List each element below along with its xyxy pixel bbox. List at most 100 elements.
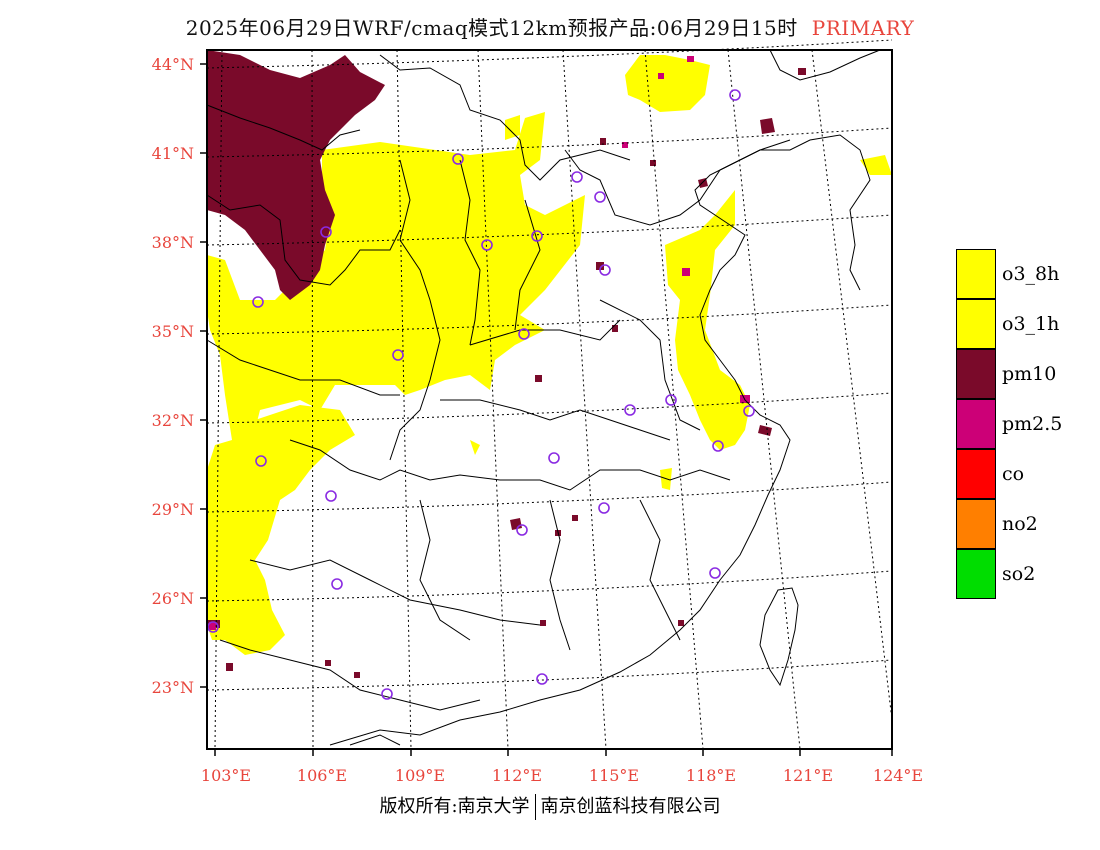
legend-label: pm10: [1002, 363, 1057, 385]
boundary-line: [639, 499, 681, 641]
meridian-line: [644, 49, 704, 750]
station-markers: [207, 89, 755, 700]
legend-swatch: [956, 549, 996, 599]
boundary-line: [206, 339, 400, 396]
station-marker: [325, 490, 337, 502]
legend-swatch: [956, 399, 996, 449]
graticule: [206, 39, 893, 750]
legend-swatch: [956, 449, 996, 499]
lat-label: 41°N: [152, 144, 194, 163]
lat-label: 44°N: [152, 55, 194, 74]
station-marker: [252, 296, 264, 308]
station-marker: [255, 455, 267, 467]
copyright-footer: 版权所有:南京大学 南京创蓝科技有限公司: [0, 792, 1100, 820]
boundary-line: [379, 54, 631, 181]
legend-label: no2: [1002, 513, 1038, 535]
parallel-line: [206, 659, 893, 691]
footer-separator: [534, 794, 536, 820]
o3-region-layer: [207, 55, 892, 655]
legend-item-so2: so2: [956, 549, 1096, 599]
station-marker: [598, 502, 610, 514]
map-title: 2025年06月29日WRF/cmaq模式12km预报产品:06月29日15时 P…: [0, 12, 1100, 41]
lat-labels: 44°N 41°N 38°N 35°N 32°N 29°N 26°N 23°N: [152, 55, 194, 697]
station-marker: [531, 230, 543, 242]
meridian-line: [727, 49, 801, 750]
parallel-line: [206, 570, 893, 602]
o3-region-jiangsu: [665, 190, 750, 450]
legend-item-o3-8h: o3_8h: [956, 249, 1096, 299]
station-marker: [729, 89, 741, 101]
station-marker: [548, 452, 560, 464]
meridian-line: [396, 49, 412, 750]
pm10-region-layer: [207, 50, 806, 678]
lon-label: 112°E: [492, 766, 542, 785]
station-marker: [381, 688, 393, 700]
lat-label: 35°N: [152, 322, 194, 341]
lon-label: 121°E: [783, 766, 833, 785]
meridian-line: [214, 49, 223, 750]
copyright-left: 版权所有:南京大学: [379, 796, 530, 817]
station-marker: [518, 328, 530, 340]
parallel-line: [206, 304, 893, 335]
o3-region-north-central: [207, 112, 585, 460]
lon-label: 103°E: [201, 766, 251, 785]
primary-tag: PRIMARY: [811, 16, 915, 40]
lon-label: 109°E: [395, 766, 445, 785]
boundary-line: [599, 299, 701, 431]
map-frame-border: [206, 49, 893, 750]
parallel-line: [206, 127, 893, 158]
boundary-line: [459, 159, 481, 346]
parallel-line: [206, 214, 893, 246]
legend-swatch: [956, 499, 996, 549]
lon-label: 124°E: [873, 766, 923, 785]
legend-swatch: [956, 349, 996, 399]
coastline: [769, 49, 881, 81]
meridian-line: [562, 49, 607, 750]
parallel-line: [206, 481, 893, 513]
boundary-line: [289, 439, 731, 491]
lat-label: 23°N: [152, 678, 194, 697]
legend-label: so2: [1002, 563, 1036, 585]
boundary-line: [206, 194, 401, 286]
pm10-region-northwest: [207, 50, 385, 300]
station-marker: [743, 405, 755, 417]
legend-label: o3_8h: [1002, 263, 1060, 285]
boundary-line: [249, 559, 541, 626]
meridian-line: [311, 49, 314, 750]
boundary-line: [219, 639, 481, 711]
lat-label: 29°N: [152, 500, 194, 519]
axis-ticks: [200, 63, 893, 756]
legend-swatch: [956, 299, 996, 349]
station-marker: [536, 673, 548, 685]
legend-label: pm2.5: [1002, 413, 1063, 435]
boundary-line: [206, 104, 361, 151]
station-marker: [392, 349, 404, 361]
title-text: 2025年06月29日WRF/cmaq模式12km预报产品:06月29日15时: [185, 16, 798, 40]
coastline: [329, 134, 871, 746]
station-marker: [452, 153, 464, 165]
boundary-line: [389, 159, 441, 461]
legend-swatch: [956, 249, 996, 299]
boundary-line: [549, 499, 571, 651]
boundary-line: [419, 499, 471, 641]
legend-item-co: co: [956, 449, 1096, 499]
lon-labels: 103°E 106°E 109°E 112°E 115°E 118°E 121°…: [201, 766, 923, 785]
hainan-outline: [349, 734, 401, 746]
lat-label: 26°N: [152, 589, 194, 608]
station-marker: [709, 567, 721, 579]
station-marker: [331, 578, 343, 590]
station-marker: [516, 524, 528, 536]
boundary-line: [469, 319, 621, 346]
station-marker: [571, 171, 583, 183]
parallel-line: [206, 392, 893, 424]
o3-region-northeast-patches: [625, 55, 710, 112]
lon-label: 118°E: [686, 766, 736, 785]
copyright-right: 南京创蓝科技有限公司: [540, 796, 721, 817]
legend-label: o3_1h: [1002, 313, 1060, 335]
legend-item-pm25: pm2.5: [956, 399, 1096, 449]
boundary-line: [440, 399, 671, 441]
boundaries: [206, 49, 881, 746]
parallel-line: [206, 39, 893, 69]
meridian-line: [477, 49, 509, 750]
